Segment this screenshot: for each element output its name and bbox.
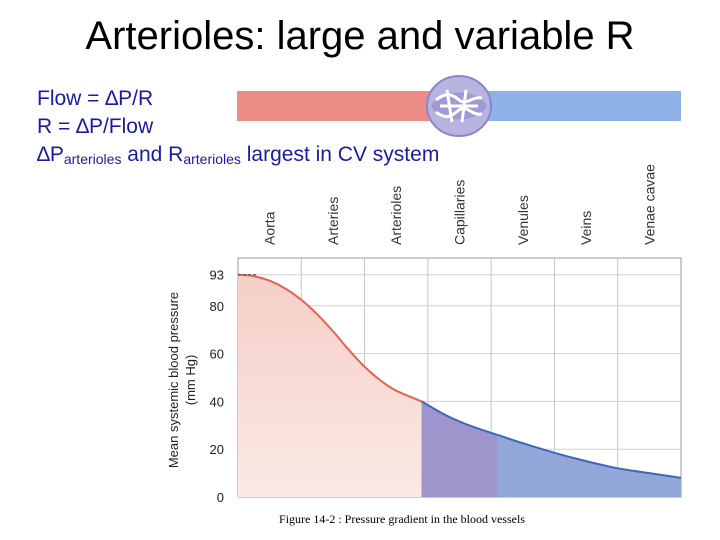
y-tick-label: 40 <box>210 394 224 409</box>
category-label: Aorta <box>262 211 278 245</box>
plot-area <box>237 257 682 498</box>
category-label: Arteries <box>325 197 341 245</box>
delta-p-term: ∆P <box>37 143 64 166</box>
category-label: Veins <box>578 211 594 245</box>
flow-equation-expression: ∆P/R <box>105 87 154 110</box>
capillary-area <box>421 401 498 497</box>
statement-rest: largest in CV system <box>240 143 440 166</box>
arterial-pressure-line <box>237 273 422 403</box>
slide-title: Arterioles: large and variable R <box>85 14 635 58</box>
resistance-equation: R = ∆P/Flow <box>37 114 153 140</box>
capillary-pressure-line <box>421 400 498 436</box>
y-axis-unit-label: (mm Hg) <box>183 355 198 406</box>
category-label: Arterioles <box>388 186 404 245</box>
category-labels: Aorta Arteries Arterioles Capillaries Venule… <box>262 164 658 245</box>
figure-caption: Figure 14-2 : Pressure gradient in the b… <box>279 512 525 526</box>
arterial-area <box>238 274 422 497</box>
and-r-term: and R <box>121 143 184 166</box>
flow-equation: Flow = ∆P/R <box>37 86 153 112</box>
y-tick-label: 60 <box>210 347 224 362</box>
category-label: Venules <box>515 195 531 245</box>
flow-equation-prefix: Flow = <box>37 87 106 110</box>
y-tick-label: 93 <box>210 268 224 283</box>
y-tick-label: 0 <box>217 490 224 505</box>
y-tick-label: 20 <box>210 442 224 457</box>
category-label: Capillaries <box>452 180 468 245</box>
delta-p-subscript: arterioles <box>63 151 122 167</box>
venous-pressure-line <box>497 433 682 479</box>
blood-vessel-capillary-bed-icon <box>237 75 681 137</box>
y-axis-label: Mean systemic blood pressure <box>166 292 181 468</box>
resistance-equation-prefix: R = <box>37 115 77 138</box>
category-label: Venae cavae <box>641 164 657 245</box>
arterioles-statement: ∆Parterioles and Rarterioles largest in … <box>37 142 439 172</box>
resistance-equation-expression: ∆P/Flow <box>76 115 154 138</box>
y-tick-label: 80 <box>210 299 224 314</box>
r-subscript: arterioles <box>183 151 241 167</box>
y-axis: 0 20 40 60 80 93 Mean systemic blood pressure(… <box>166 268 224 505</box>
